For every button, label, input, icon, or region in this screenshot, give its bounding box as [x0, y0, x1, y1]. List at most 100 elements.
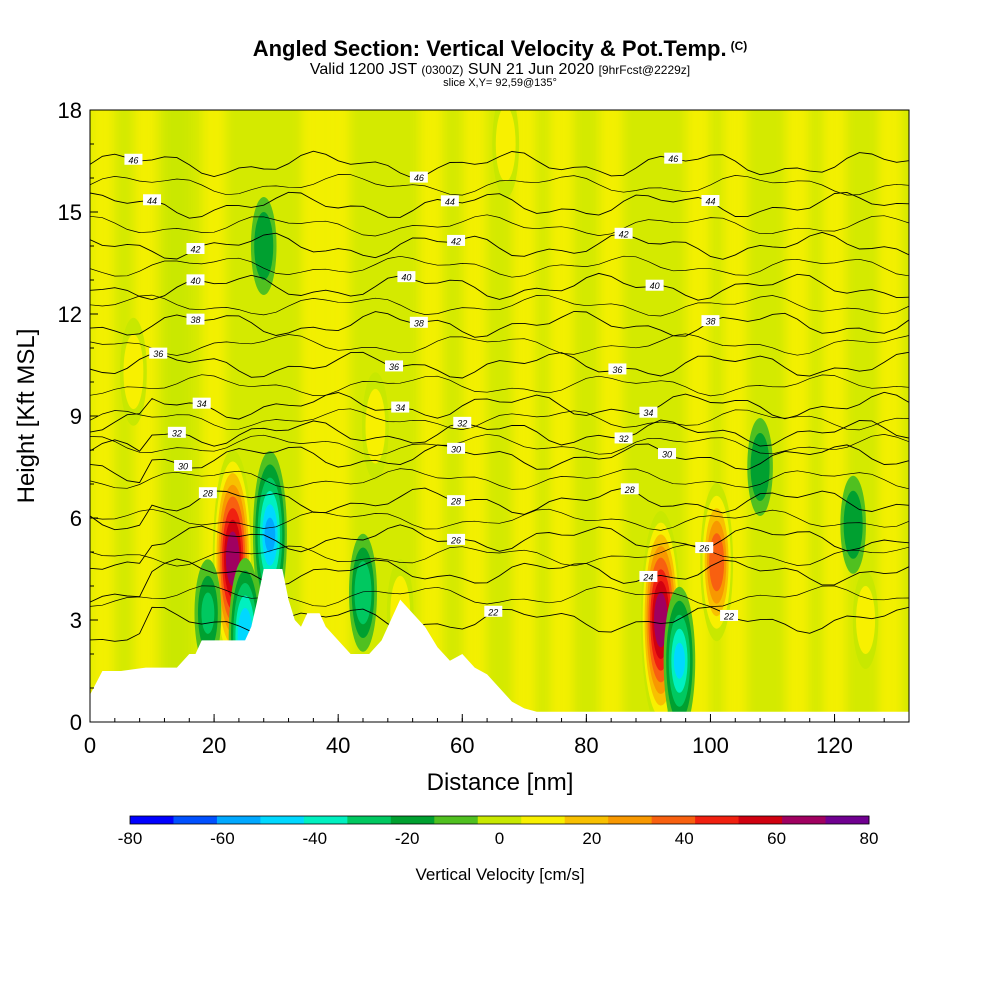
contour-label: 22: [487, 607, 498, 617]
colorbar-swatch: [260, 816, 305, 824]
contour-label: 36: [153, 349, 163, 359]
colorbar-swatch: [303, 816, 348, 824]
contour-label: 44: [705, 197, 715, 207]
pot-temp-contour-minor: [90, 214, 909, 237]
colorbar-swatch: [130, 816, 174, 824]
colorbar-swatch: [173, 816, 218, 824]
contour-label-box: [186, 313, 205, 325]
contour-label-box: [447, 234, 466, 246]
pot-temp-contour-26: [90, 524, 909, 570]
colorbar-swatch: [782, 816, 827, 824]
pot-temp-contour-46: [90, 150, 909, 179]
contour-label: 42: [190, 245, 200, 255]
pot-temp-contour-minor: [90, 468, 909, 490]
contour-label: 36: [389, 362, 399, 372]
velocity-streak: [723, 110, 748, 722]
colorbar-tick-label: 60: [767, 829, 786, 848]
contour-label: 42: [451, 236, 461, 246]
pot-temp-contour-minor: [90, 374, 909, 397]
contour-label-box: [484, 605, 503, 617]
contour-label-box: [720, 609, 739, 621]
contour-label-box: [639, 570, 658, 582]
y-tick-label: 6: [70, 506, 82, 531]
pot-temp-contour-minor: [90, 255, 909, 278]
colorbar-swatch: [434, 816, 479, 824]
pot-temp-contour-40: [90, 272, 909, 301]
pot-temp-contour-24: [90, 558, 909, 603]
contour-label-box: [186, 274, 205, 286]
contour-label-box: [167, 426, 186, 438]
y-axis-label: Height [Kft MSL]: [13, 329, 40, 504]
contour-label-box: [453, 416, 472, 428]
contour-label-box: [639, 406, 658, 418]
contour-label: 42: [619, 229, 629, 239]
updraft-cell: [126, 351, 140, 393]
colorbar-tick-label: 80: [860, 829, 879, 848]
contour-labels: 46 46 46 44 44 44 42 42 42 40 40 40 38 38 38 36 36 36 34 34…: [124, 152, 739, 621]
x-tick-label: 80: [574, 733, 598, 758]
velocity-streak: [512, 110, 537, 722]
contour-label-box: [198, 487, 217, 499]
x-tick-label: 120: [816, 733, 853, 758]
terrain-mask: [90, 569, 909, 722]
pot-temp-contour-30: [90, 443, 909, 484]
contour-label-box: [385, 360, 404, 372]
contour-label-box: [124, 153, 143, 165]
contour-label-box: [174, 460, 193, 472]
contour-label-box: [186, 243, 205, 255]
contour-label: 30: [451, 444, 461, 454]
downdraft-cell: [673, 642, 685, 679]
contour-label: 26: [450, 535, 461, 545]
x-tick-label: 0: [84, 733, 96, 758]
contour-label-box: [440, 195, 459, 207]
colorbar-tick-label: -20: [395, 829, 420, 848]
colorbar-swatch: [608, 816, 653, 824]
contour-label: 30: [178, 462, 188, 472]
pot-temp-contour-28: [90, 487, 909, 531]
colorbar-swatch: [477, 816, 522, 824]
pot-temp-contour-minor: [90, 544, 909, 567]
contour-label: 32: [457, 418, 467, 428]
contour-label: 30: [662, 450, 672, 460]
updraft-cell: [227, 543, 238, 575]
contour-label-box: [192, 397, 211, 409]
contour-label-box: [149, 347, 168, 359]
contour-label-box: [695, 542, 714, 554]
contour-label: 24: [642, 572, 653, 582]
downdraft-cell: [753, 448, 767, 486]
velocity-streak: [599, 110, 624, 722]
downdraft-cell: [357, 575, 369, 611]
colorbar-tick-label: 0: [495, 829, 504, 848]
contour-label: 40: [190, 276, 200, 286]
contour-label-box: [409, 171, 428, 183]
y-tick-label: 18: [58, 98, 82, 123]
contour-label-box: [143, 194, 162, 206]
contour-label: 28: [624, 485, 635, 495]
x-axis-label: Distance [nm]: [427, 769, 574, 796]
colorbar-swatch: [564, 816, 609, 824]
colorbar-swatch: [695, 816, 740, 824]
updraft-cell: [859, 601, 872, 639]
updraft-cell: [655, 604, 666, 636]
colorbar-swatch: [825, 816, 870, 824]
contour-label-box: [664, 152, 683, 164]
colorbar-swatch: [347, 816, 392, 824]
contour-label-box: [608, 363, 627, 375]
colorbar: -80 -60 -40 -20 0 20 40 60 80: [118, 815, 879, 848]
contour-label: 34: [197, 399, 207, 409]
downdraft-cell: [264, 517, 276, 553]
contour-label-box: [658, 448, 677, 460]
pot-temp-contour-34: [90, 391, 909, 433]
velocity-streak: [822, 110, 847, 722]
updraft-cell: [368, 405, 382, 447]
pot-temp-contour-minor: [90, 294, 909, 317]
velocity-streak: [785, 110, 810, 722]
contour-label: 28: [450, 497, 461, 507]
colorbar-tick-label: -60: [210, 829, 235, 848]
pot-temp-contour-44: [90, 191, 909, 219]
y-tick-label: 15: [58, 200, 82, 225]
x-tick-label: 60: [450, 733, 474, 758]
contour-label-box: [620, 483, 639, 495]
colorbar-frame: [129, 815, 870, 825]
